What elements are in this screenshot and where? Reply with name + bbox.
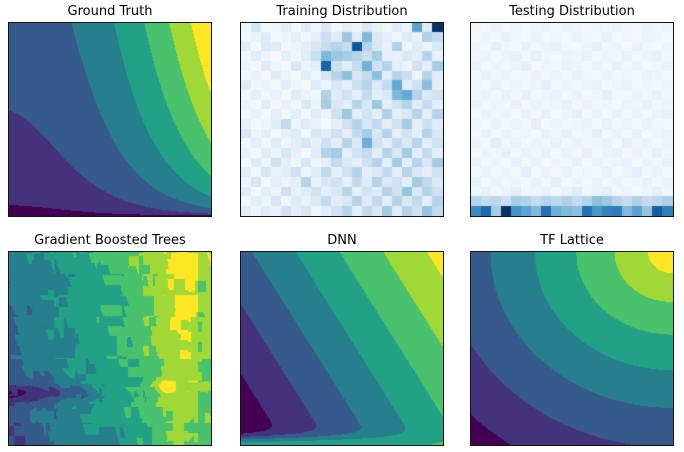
- panel-testing-distribution: [470, 22, 674, 217]
- panel-title-dnn: DNN: [327, 233, 357, 248]
- gradient-boosted-trees-plot: [8, 251, 212, 446]
- dnn-plot: [240, 251, 444, 446]
- panel-gradient-boosted-trees: [8, 251, 212, 446]
- tf-lattice-plot: [470, 251, 674, 446]
- training-distribution-plot: [240, 22, 444, 217]
- panel-title-tf-lattice: TF Lattice: [540, 233, 604, 248]
- ground-truth-plot: [8, 22, 212, 217]
- testing-distribution-plot: [470, 22, 674, 217]
- panel-title-gradient-boosted-trees: Gradient Boosted Trees: [34, 233, 186, 248]
- panel-tf-lattice: [470, 251, 674, 446]
- panel-training-distribution: [240, 22, 444, 217]
- panel-ground-truth: [8, 22, 212, 217]
- panel-title-ground-truth: Ground Truth: [67, 4, 153, 19]
- panel-dnn: [240, 251, 444, 446]
- panel-title-training-distribution: Training Distribution: [276, 4, 408, 19]
- panel-title-testing-distribution: Testing Distribution: [509, 4, 635, 19]
